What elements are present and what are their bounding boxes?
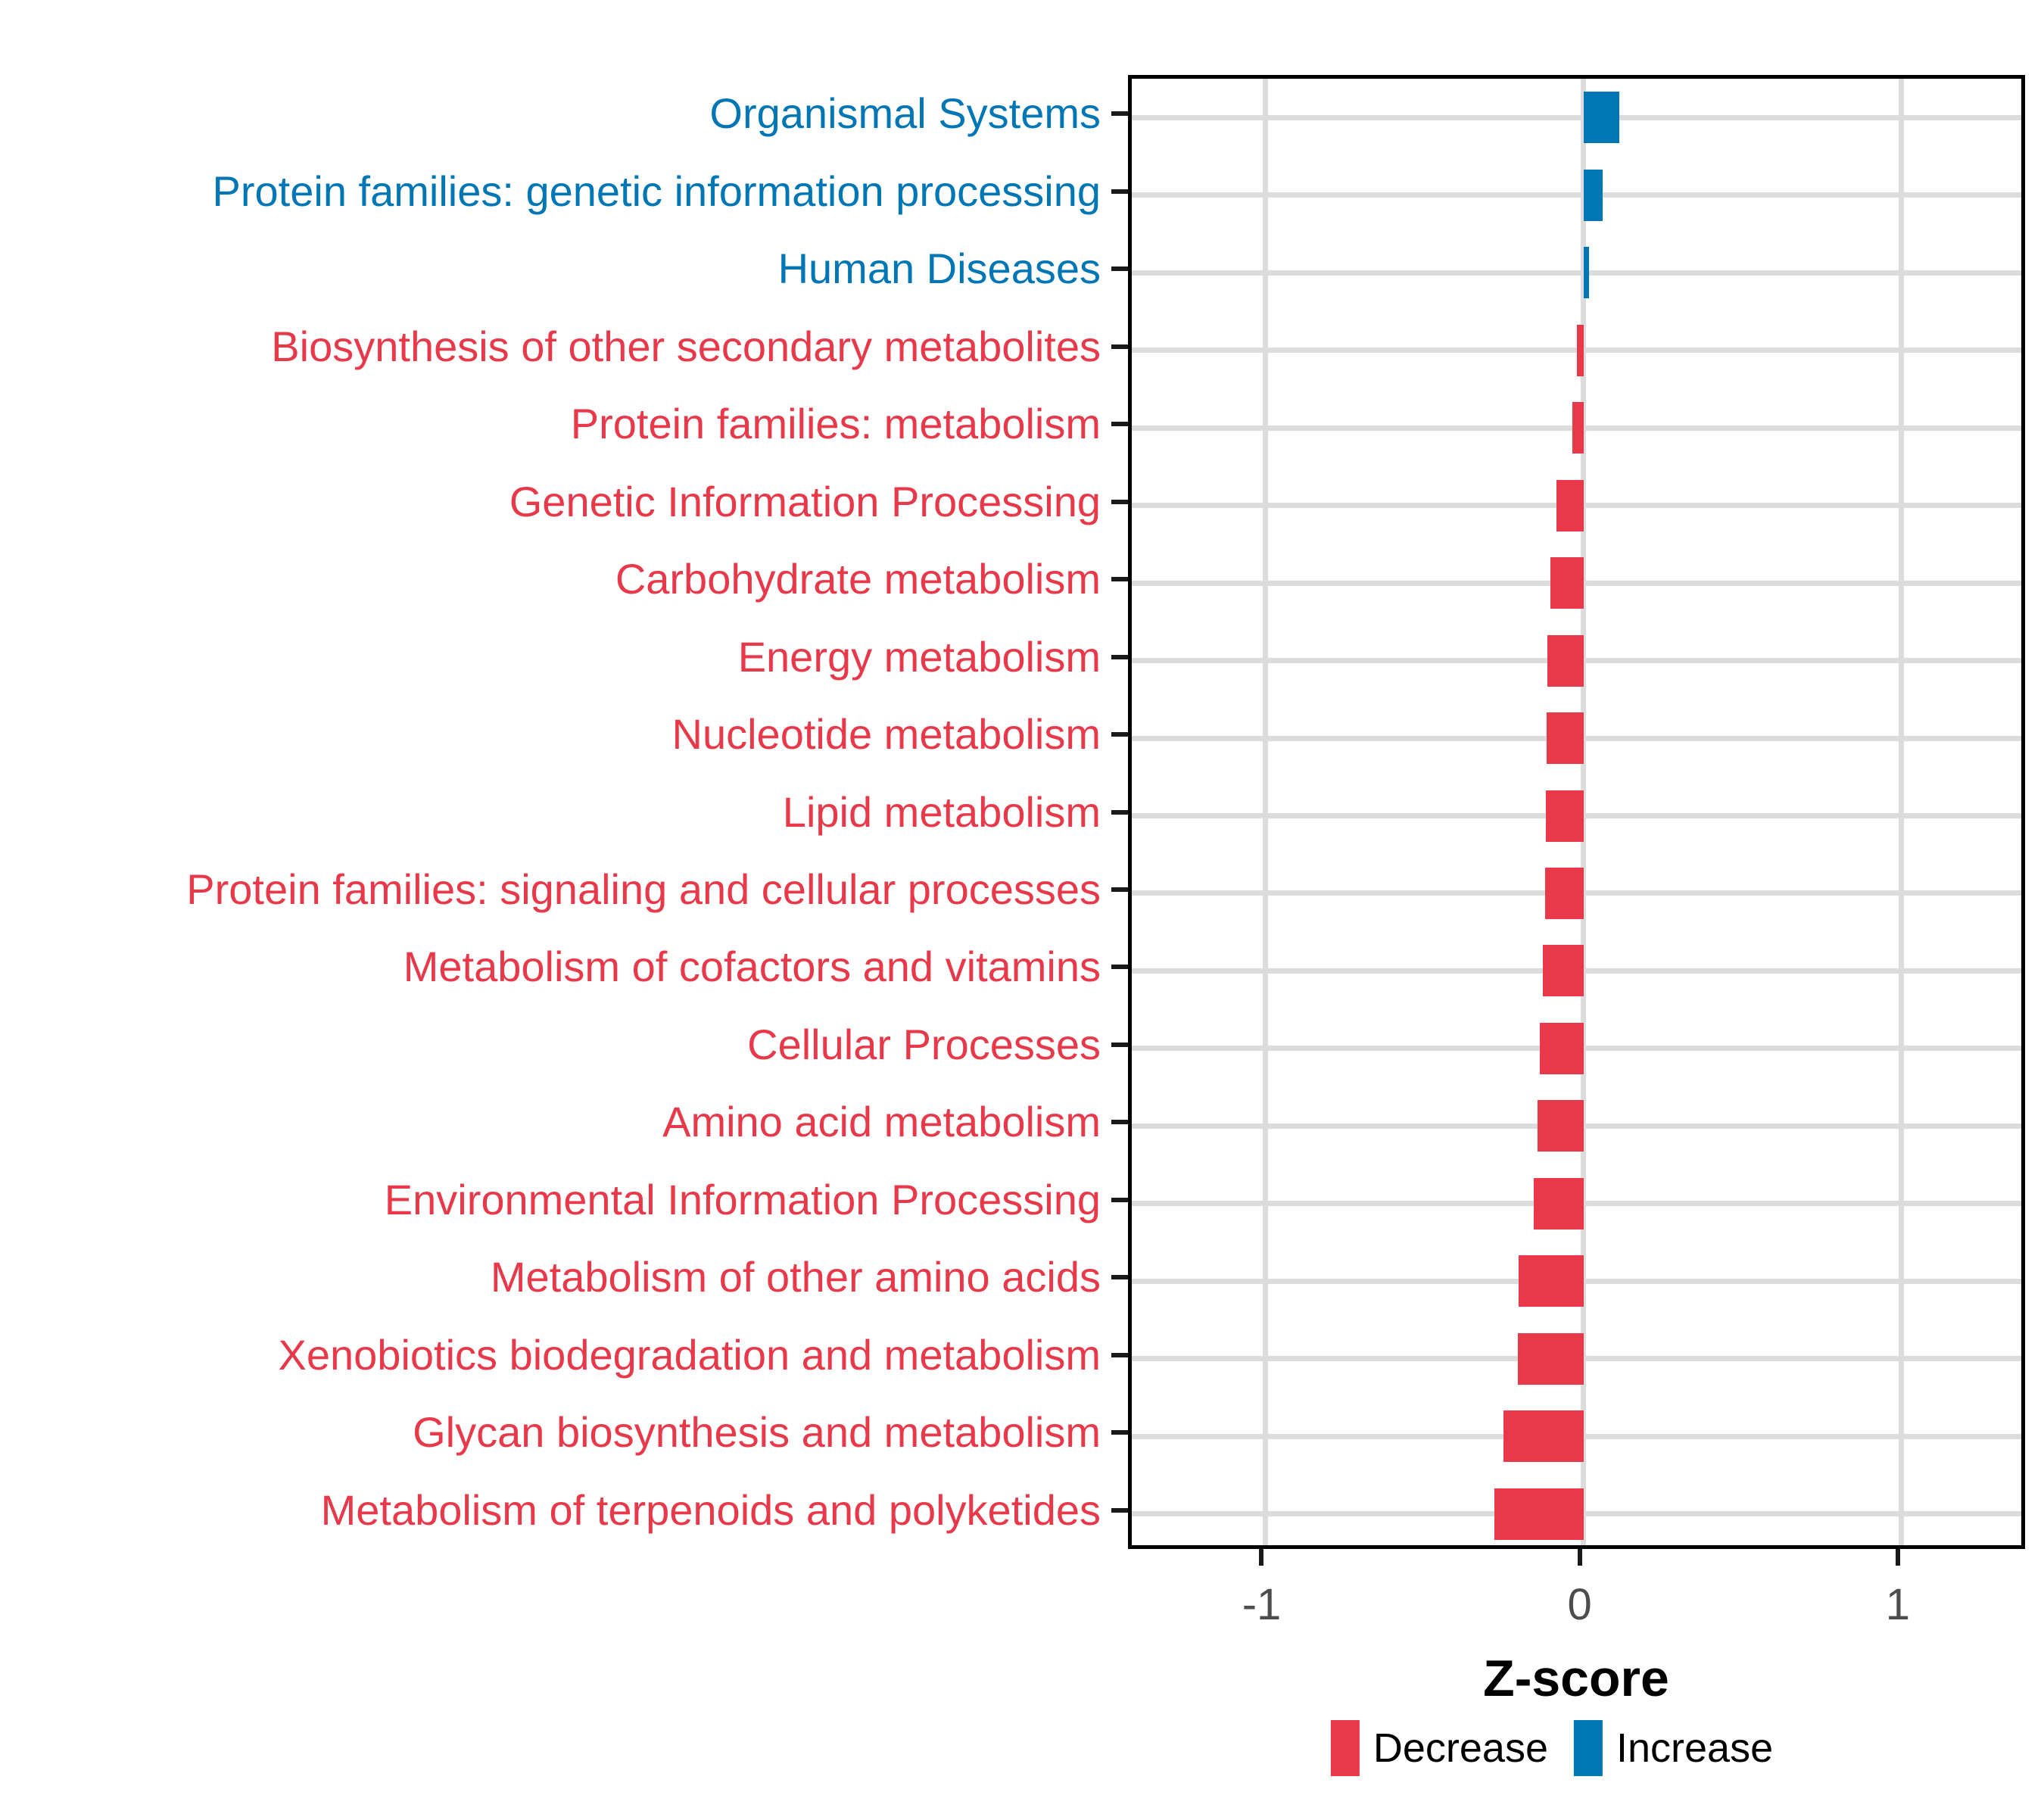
x-tick-label: 1 <box>1885 1580 1911 1629</box>
bar <box>1583 169 1603 221</box>
category-label: Xenobiotics biodegradation and metabolis… <box>278 1330 1101 1379</box>
category-label: Biosynthesis of other secondary metaboli… <box>271 322 1101 370</box>
legend-item-increase: Increase <box>1573 1720 1774 1776</box>
bar <box>1572 402 1584 454</box>
y-tick-mark <box>1111 1120 1128 1125</box>
x-axis-title: Z-score <box>1483 1650 1669 1707</box>
horizontal-gridline <box>1132 270 2021 276</box>
y-tick-mark <box>1111 344 1128 349</box>
category-label: Protein families: genetic information pr… <box>212 167 1101 215</box>
vertical-gridline <box>1262 79 1268 1545</box>
y-tick-mark <box>1111 1507 1128 1513</box>
y-tick-mark <box>1111 732 1128 737</box>
bar <box>1550 557 1584 609</box>
y-tick-mark <box>1111 1275 1128 1280</box>
y-tick-mark <box>1111 422 1128 427</box>
bar <box>1537 1100 1584 1152</box>
y-tick-mark <box>1111 1197 1128 1202</box>
vertical-gridline <box>1581 79 1587 1545</box>
category-label: Metabolism of terpenoids and polyketides <box>320 1485 1101 1534</box>
category-label: Human Diseases <box>777 245 1101 293</box>
category-label: Carbohydrate metabolism <box>615 555 1101 603</box>
bar <box>1547 634 1584 687</box>
category-label: Lipid metabolism <box>782 787 1101 836</box>
decrease-legend-label: Decrease <box>1373 1725 1548 1771</box>
y-tick-mark <box>1111 577 1128 582</box>
category-label: Metabolism of other amino acids <box>490 1253 1101 1301</box>
increase-legend-label: Increase <box>1616 1725 1774 1771</box>
category-label: Glycan biosynthesis and metabolism <box>413 1408 1101 1457</box>
y-tick-mark <box>1111 809 1128 815</box>
y-tick-mark <box>1111 1430 1128 1435</box>
x-tick-mark <box>1577 1549 1582 1566</box>
y-tick-mark <box>1111 499 1128 504</box>
vertical-gridline <box>1899 79 1905 1545</box>
y-tick-mark <box>1111 1352 1128 1357</box>
y-tick-mark <box>1111 887 1128 892</box>
increase-legend-swatch <box>1573 1720 1603 1776</box>
bar <box>1517 1332 1584 1385</box>
bar <box>1494 1488 1584 1540</box>
y-tick-mark <box>1111 189 1128 194</box>
x-tick-label: -1 <box>1242 1580 1282 1629</box>
bar <box>1533 1177 1584 1230</box>
legend: Decrease Increase <box>1330 1720 1774 1776</box>
y-tick-mark <box>1111 965 1128 970</box>
category-label: Nucleotide metabolism <box>671 710 1101 759</box>
bar <box>1583 92 1620 144</box>
bar <box>1547 712 1584 765</box>
bar <box>1546 790 1584 842</box>
bar <box>1556 479 1584 531</box>
category-label: Cellular Processes <box>747 1020 1101 1068</box>
bar <box>1518 1255 1584 1307</box>
category-label: Environmental Information Processing <box>384 1175 1101 1223</box>
category-label: Energy metabolism <box>737 632 1101 681</box>
category-label: Protein families: signaling and cellular… <box>186 865 1101 913</box>
legend-item-decrease: Decrease <box>1330 1720 1548 1776</box>
category-label: Organismal Systems <box>709 89 1101 138</box>
y-tick-mark <box>1111 111 1128 117</box>
x-tick-mark <box>1259 1549 1264 1566</box>
category-label: Metabolism of cofactors and vitamins <box>403 943 1101 991</box>
bar <box>1583 247 1589 299</box>
category-label: Amino acid metabolism <box>662 1098 1101 1146</box>
horizontal-gridline <box>1132 348 2021 354</box>
y-tick-mark <box>1111 1042 1128 1047</box>
bar <box>1542 945 1584 997</box>
bar <box>1539 1022 1584 1074</box>
category-label: Protein families: metabolism <box>570 400 1101 448</box>
category-label: Genetic Information Processing <box>509 477 1101 525</box>
bar <box>1503 1410 1584 1463</box>
bar <box>1544 867 1584 919</box>
y-tick-mark <box>1111 266 1128 272</box>
plot-panel <box>1128 75 2025 1549</box>
decrease-legend-swatch <box>1330 1720 1360 1776</box>
horizontal-gridline <box>1132 114 2021 120</box>
x-tick-label: 0 <box>1567 1580 1592 1629</box>
bar <box>1576 324 1584 376</box>
x-tick-mark <box>1895 1549 1900 1566</box>
horizontal-gridline <box>1132 192 2021 198</box>
y-tick-mark <box>1111 654 1128 659</box>
